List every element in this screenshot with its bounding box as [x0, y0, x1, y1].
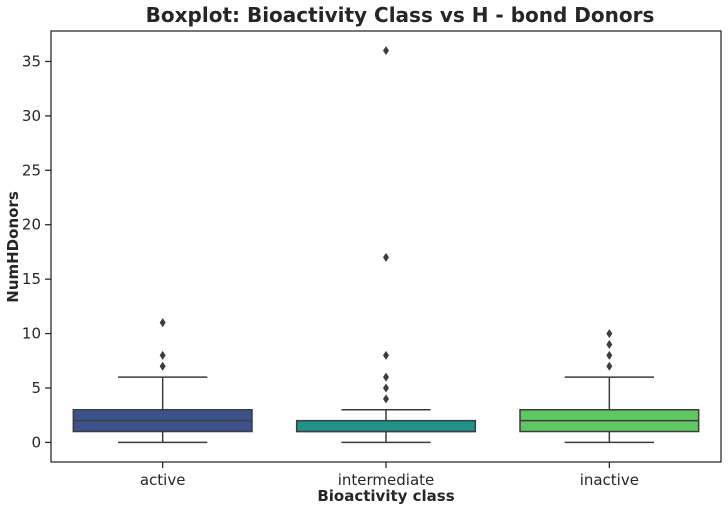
outlier-point	[383, 252, 389, 262]
outlier-point	[606, 339, 613, 349]
x-tick-label: intermediate	[338, 471, 435, 489]
box-active	[72, 318, 253, 444]
x-axis-label: Bioactivity class	[317, 487, 454, 505]
x-tick-label: active	[140, 471, 186, 489]
y-tick-label: 15	[22, 270, 41, 288]
y-tick-label: 5	[31, 379, 41, 397]
box-intermediate	[295, 46, 477, 444]
outlier-point	[606, 350, 613, 360]
y-tick-label: 0	[31, 433, 41, 451]
y-tick-label: 30	[22, 107, 41, 125]
y-tick-label: 25	[22, 161, 41, 179]
outlier-point	[159, 350, 166, 360]
plot-frame	[50, 30, 722, 463]
box-body	[295, 419, 477, 433]
outlier-point	[606, 329, 613, 339]
chart-title: Boxplot: Bioactivity Class vs H - bond D…	[146, 3, 655, 27]
x-tick-label: inactive	[580, 471, 639, 489]
outlier-point	[383, 372, 389, 382]
outlier-point	[159, 318, 166, 328]
y-tick-label: 20	[22, 216, 41, 234]
y-axis: 0 5 10 15 20 25 30 35	[22, 52, 51, 451]
outlier-point	[383, 394, 389, 404]
outlier-point	[383, 350, 389, 360]
y-axis-label: NumHDonors	[4, 191, 22, 303]
x-axis: active intermediate inactive	[140, 462, 639, 489]
outlier-point	[159, 361, 166, 371]
outlier-point	[383, 46, 389, 56]
y-tick-label: 35	[22, 52, 41, 70]
box-inactive	[519, 329, 700, 444]
outlier-point	[383, 383, 389, 393]
outlier-point	[606, 361, 613, 371]
y-tick-label: 10	[22, 325, 41, 343]
plot-area	[72, 46, 700, 444]
